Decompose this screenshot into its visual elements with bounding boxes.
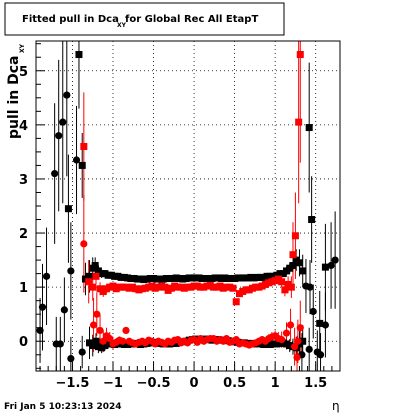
y-axis-label: pull in Dca [6,56,22,139]
data-point-circle [38,303,47,311]
data-point-circle [59,118,67,126]
data-point-circle [55,132,63,140]
data-point-circle [51,169,59,178]
data-point-circle [321,321,330,329]
data-point-square [80,142,88,150]
data-point-circle [36,326,44,335]
data-point-square [305,124,313,132]
chart-title-suffix: for Global Rec All EtapT [125,14,258,25]
y-axis-label-group: pull in Dca XY [6,43,26,139]
data-point-square [92,337,100,345]
chart-title: Fitted pull in Dca [22,14,119,25]
title-frame [4,2,285,36]
data-point-circle [282,329,291,337]
markers [36,51,339,363]
data-point-circle [278,336,286,344]
data-point-square [89,283,97,291]
data-point-circle [60,306,68,314]
data-point-square [299,267,307,275]
data-point-circle [316,351,325,359]
timestamp: Fri Jan 5 10:23:13 2024 [4,402,122,412]
y-tick-label: 1 [19,281,28,296]
axes [35,40,341,372]
y-tick-label: 4 [19,119,28,134]
data-point-square [229,284,237,292]
data-point-square [295,259,303,267]
data-point-square [85,278,93,286]
data-point-circle [99,337,107,345]
x-tick-label: −0.5 [137,376,171,391]
data-point-square [278,278,286,286]
data-point-circle [67,267,75,275]
data-point-square [287,283,295,291]
data-point-circle [327,261,335,270]
tick-labels: −1.5 −1 −0.5 0 0.5 1 1.5 0 1 2 3 4 5 [19,65,327,391]
y-axis-label-subscript: XY [19,43,26,53]
data-point-square [308,216,316,224]
data-point-circle [96,326,104,335]
data-point-circle [296,324,304,332]
data-point-square [291,232,299,240]
data-point-square [299,337,307,345]
data-point-circle [56,340,64,348]
data-point-circle [293,353,301,362]
x-tick-label: 0 [190,376,199,391]
data-point-square [289,251,297,259]
data-point-circle [122,326,130,335]
data-point-circle [309,307,317,316]
title-box: Fitted pull in Dca XY for Global Rec All… [4,2,285,36]
data-point-circle [291,343,299,351]
x-tick-label: −1 [103,376,123,391]
data-point-circle [89,321,98,329]
data-point-circle [294,337,302,345]
data-point-circle [286,321,295,329]
data-point-circle [78,348,86,356]
data-point-circle [119,337,127,345]
data-point-square [281,286,289,294]
data-point-square [64,205,72,213]
data-point-circle [42,272,51,280]
data-point-circle [106,334,114,343]
y-tick-label: 5 [19,65,28,80]
data-point-square [92,272,100,280]
data-point-square [78,161,86,169]
data-point-square [232,298,240,306]
data-point-square [296,51,304,59]
x-tick-label: 0.5 [223,376,246,391]
x-tick-label: −1.5 [56,376,90,391]
data-point-square [295,118,303,126]
y-tick-label: 0 [19,335,28,350]
data-point-square [316,319,324,327]
x-axis-label: η [332,399,340,413]
x-tick-label: 1.5 [304,376,327,391]
y-tick-label: 3 [19,173,28,188]
data-point-circle [67,354,75,363]
data-point-circle [306,283,314,291]
data-point-square [289,262,297,270]
chart-title-subscript: XY [117,22,127,29]
data-point-square [91,262,99,270]
data-point-square [89,342,97,350]
data-point-circle [80,240,88,248]
data-point-circle [305,345,313,353]
data-point-square [86,272,94,280]
data-point-circle [63,91,71,99]
data-point-circle [72,156,81,164]
data-point-square [321,263,329,271]
data-point-circle [331,256,339,264]
x-tick-label: 1 [271,376,280,391]
data-point-square [75,51,83,59]
data-point-circle [93,310,101,318]
y-tick-label: 2 [19,227,28,242]
